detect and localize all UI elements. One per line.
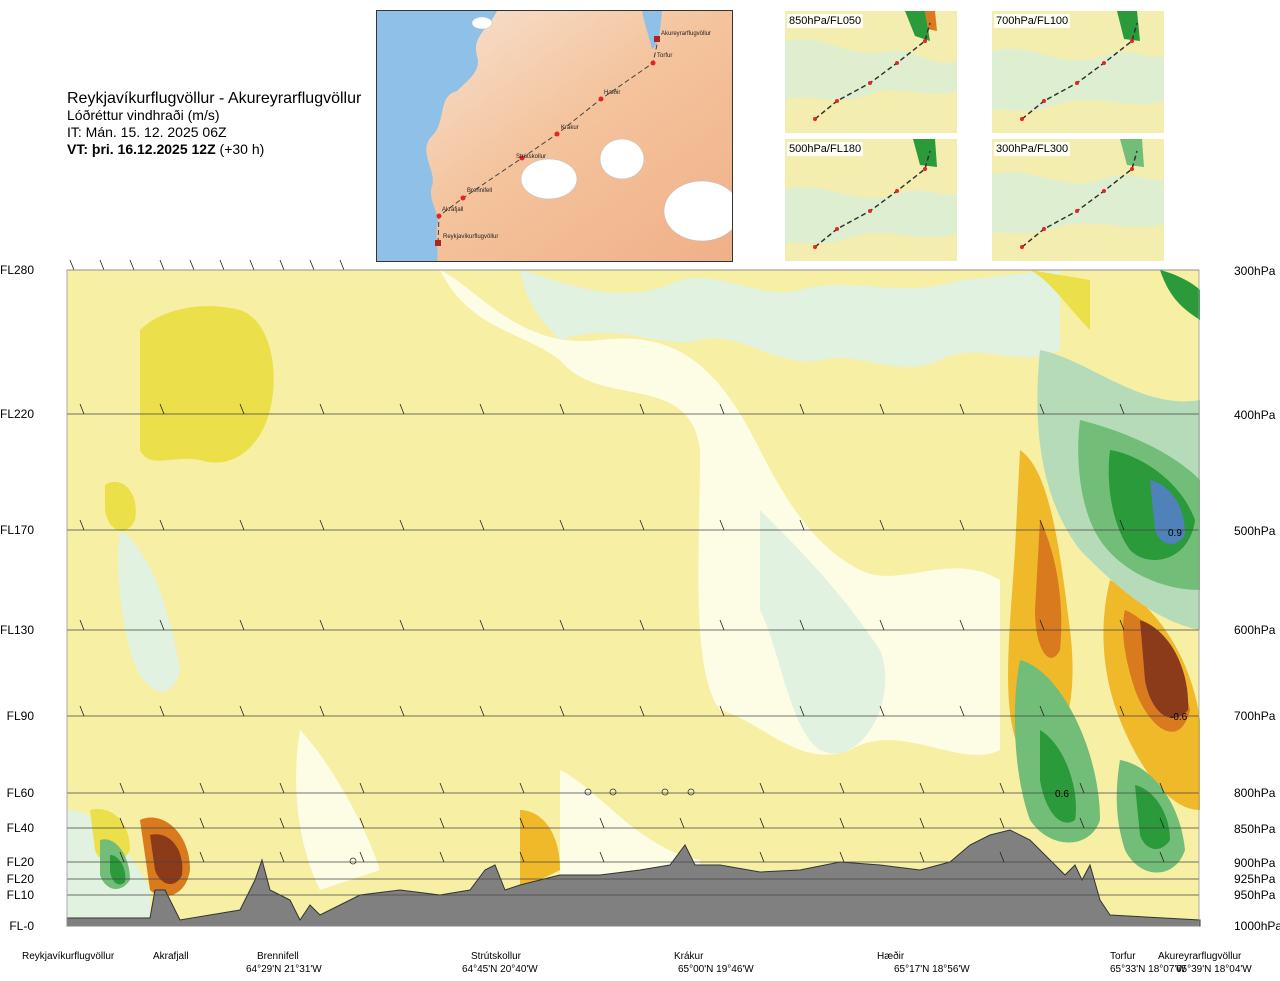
- waypoint-haedir: Hæðir: [877, 951, 905, 962]
- variable-label: Lóðréttur vindhraði (m/s): [67, 107, 220, 123]
- route-point-brennifell: [460, 195, 466, 201]
- fl-tick-9: FL10: [6, 888, 34, 902]
- cross-section-plot: 0.9 -0.6 0.6: [66, 259, 1201, 927]
- valid-time: VT: þri. 16.12.2025 12Z (+30 h): [67, 141, 361, 158]
- hpa-tick-7: 900hPa: [1234, 856, 1276, 870]
- strong-upward-regions: [100, 270, 1200, 890]
- hpa-tick-1: 400hPa: [1234, 408, 1276, 422]
- calm-markers: [349, 788, 695, 865]
- fl-tick-3: FL130: [0, 623, 35, 637]
- route-label-reykjavik: Reykjavíkurflugvöllur: [443, 234, 498, 240]
- route-label-krakur: Krákur: [561, 125, 579, 131]
- route-point-strutskollur: [519, 155, 525, 161]
- annotation-0-6: 0.6: [1055, 789, 1069, 800]
- hpa-tick-6: 850hPa: [1234, 822, 1276, 836]
- waypoint-strutskollur: Strútskollur: [471, 951, 522, 962]
- waypoint-torfur-coord: 65°33'N 18°07'W: [1110, 964, 1186, 975]
- level-map-850-label: 850hPa/FL050: [787, 14, 864, 28]
- route-label-akrafjall: Akrafjall: [442, 207, 463, 213]
- route-label-brennifell: Brennifell: [467, 188, 492, 194]
- waypoint-akureyri-coord: 65°39'N 18°04'W: [1176, 964, 1252, 975]
- hpa-tick-3: 600hPa: [1234, 623, 1276, 637]
- level-map-500-label: 500hPa/FL180: [787, 142, 864, 156]
- hpa-tick-2: 500hPa: [1234, 524, 1276, 538]
- waypoint-akrafjall: Akrafjall: [153, 951, 189, 962]
- hpa-tick-10: 1000hPa: [1234, 919, 1280, 933]
- route-map: Akureyrarflugvöllur Torfur Hæðir Krákur …: [376, 10, 741, 262]
- chart-title-block: Reykjavíkurflugvöllur - Akureyrarflugvöl…: [67, 90, 361, 158]
- waypoint-krakur-coord: 65°00'N 19°46'W: [678, 964, 754, 975]
- annotation-neg-0-6: -0.6: [1170, 712, 1188, 723]
- hpa-tick-0: 300hPa: [1234, 264, 1276, 278]
- level-map-700: 700hPa/FL100: [992, 11, 1164, 133]
- route-label-strutskollur: Strútskollur: [516, 154, 546, 160]
- fl-tick-4: FL90: [6, 709, 34, 723]
- waypoint-torfur: Torfur: [1110, 951, 1136, 962]
- waypoint-haedir-coord: 65°17'N 18°56'W: [894, 964, 970, 975]
- hpa-tick-5: 800hPa: [1234, 786, 1276, 800]
- level-map-300: 300hPa/FL300: [992, 139, 1164, 261]
- route-label-torfur: Torfur: [657, 53, 672, 59]
- level-map-300-label: 300hPa/FL300: [994, 142, 1071, 156]
- route-point-torfur: [650, 60, 656, 66]
- fl-tick-10: FL-0: [9, 919, 34, 933]
- route-point-akureyri: [654, 36, 660, 42]
- valid-time-lead: (+30 h): [219, 141, 265, 157]
- annotation-0-9: 0.9: [1168, 528, 1182, 539]
- route-point-haedir: [598, 96, 604, 102]
- valid-time-main: VT: þri. 16.12.2025 12Z: [67, 141, 216, 157]
- downward-motion-regions: [90, 270, 1200, 896]
- fl-tick-0: FL280: [0, 263, 35, 277]
- route-map-svg: Akureyrarflugvöllur Torfur Hæðir Krákur …: [377, 11, 741, 261]
- route-point-krakur: [554, 131, 560, 137]
- fl-tick-8: FL20: [6, 872, 34, 886]
- waypoint-reykjavik: Reykjavíkurflugvöllur: [22, 951, 115, 962]
- level-map-850: 850hPa/FL050: [785, 11, 957, 133]
- hpa-tick-4: 700hPa: [1234, 709, 1276, 723]
- fl-tick-5: FL60: [6, 786, 34, 800]
- route-title: Reykjavíkurflugvöllur - Akureyrarflugvöl…: [67, 90, 362, 107]
- wind-barbs: [69, 259, 1165, 863]
- level-map-700-svg: [992, 11, 1164, 133]
- fl-tick-7: FL20: [6, 855, 34, 869]
- route-label-akureyri: Akureyrarflugvöllur: [661, 31, 711, 37]
- waypoint-strutskollur-coord: 64°45'N 20°40'W: [462, 964, 538, 975]
- waypoint-krakur: Krákur: [674, 951, 704, 962]
- fl-tick-1: FL220: [0, 407, 35, 421]
- fl-tick-2: FL170: [0, 523, 35, 537]
- waypoint-brennifell-coord: 64°29'N 21°31'W: [246, 964, 322, 975]
- route-point-reykjavik: [435, 240, 441, 246]
- terrain-profile: [66, 829, 1201, 927]
- route-point-akrafjall: [436, 213, 442, 219]
- waypoint-akureyri: Akureyrarflugvöllur: [1158, 951, 1242, 962]
- level-map-700-label: 700hPa/FL100: [994, 14, 1071, 28]
- fl-tick-6: FL40: [6, 821, 34, 835]
- hpa-tick-9: 950hPa: [1234, 888, 1276, 902]
- level-map-850-svg: [785, 11, 957, 133]
- level-map-500: 500hPa/FL180: [785, 139, 957, 261]
- level-map-300-svg: [992, 139, 1164, 261]
- waypoint-brennifell: Brennifell: [257, 951, 299, 962]
- route-label-haedir: Hæðir: [604, 89, 620, 96]
- hpa-tick-8: 925hPa: [1234, 872, 1276, 886]
- issue-time: IT: Mán. 15. 12. 2025 06Z: [67, 124, 227, 140]
- level-map-500-svg: [785, 139, 957, 261]
- plot-frame: [66, 269, 1200, 927]
